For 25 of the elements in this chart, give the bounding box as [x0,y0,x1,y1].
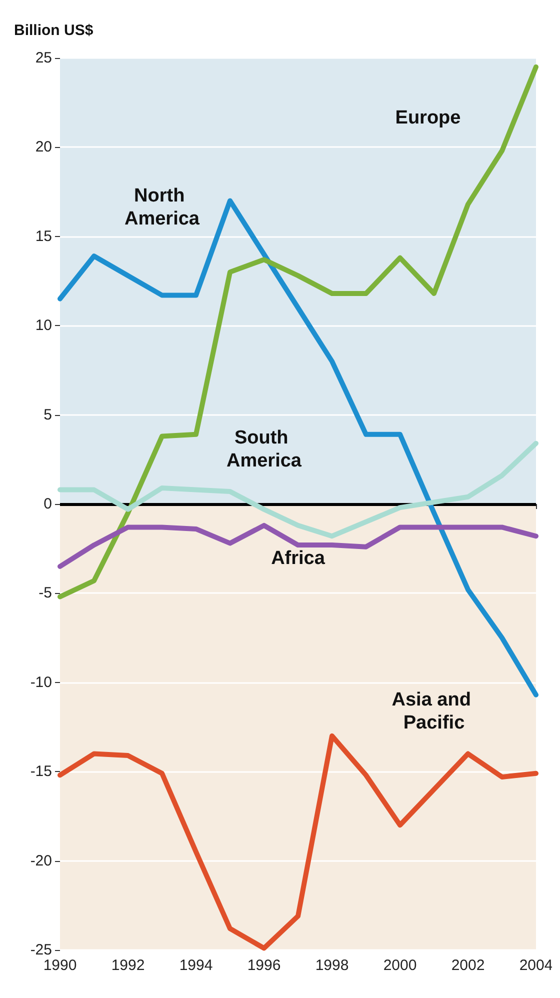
x-tick-label: 2000 [383,957,417,974]
series-label: South America [226,427,302,472]
x-tick-label: 1996 [247,957,281,974]
y-tick-label: 10 [35,317,52,334]
y-tick-label: 20 [35,138,52,156]
y-tick-label: -5 [38,584,52,602]
series-label: Asia and Pacific [392,689,476,734]
y-tick-label: -10 [30,674,52,691]
y-tick-label: 25 [35,50,52,66]
text: Europe [395,107,461,128]
y-axis-title: Billion US$ [14,22,94,39]
y-tick-label: -15 [30,763,52,780]
y-tick-label: -20 [30,852,52,870]
y-tick-label: 5 [44,406,52,424]
y-tick-label: 0 [44,496,52,512]
y-tick-label: -25 [30,942,52,958]
x-tick-label: 2002 [451,957,485,974]
series-label: Africa [271,548,326,570]
x-tick-label: 1990 [43,957,77,974]
y-tick-label: 15 [35,228,52,245]
x-tick-label: 1994 [179,957,213,974]
series-label: North America [124,185,200,230]
x-tick-label: 1998 [315,957,349,974]
x-tick-label: 1992 [111,957,145,974]
x-tick-label: 2004 [519,957,553,974]
